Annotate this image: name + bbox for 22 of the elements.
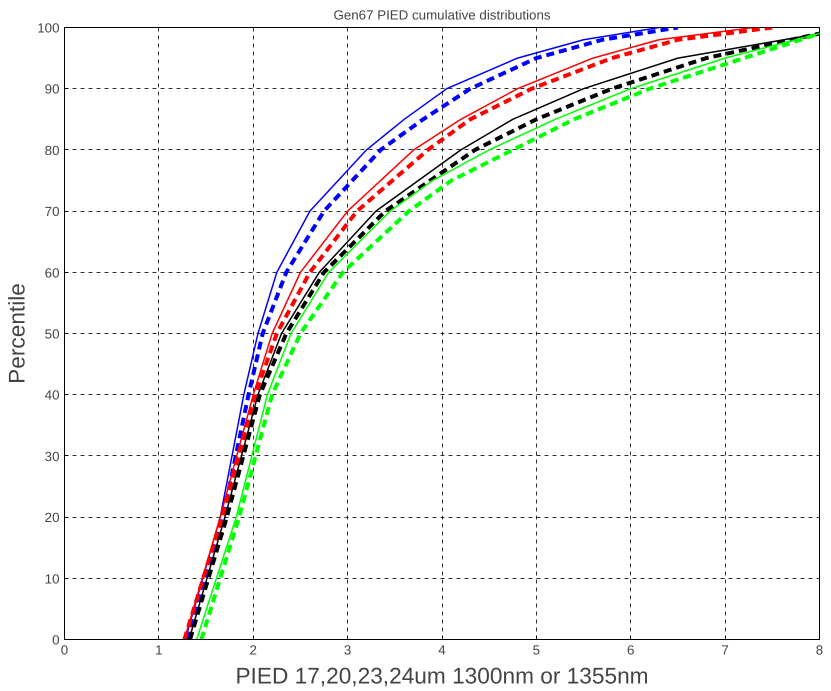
x-tick-label: 3 — [344, 642, 352, 658]
y-axis-title: Percentile — [3, 283, 30, 384]
y-tick-label: 50 — [44, 326, 60, 342]
y-tick-label: 10 — [44, 571, 60, 586]
y-tick-label: 90 — [44, 82, 60, 97]
y-tick-label: 100 — [37, 20, 60, 36]
x-tick-label: 4 — [438, 642, 446, 658]
x-tick-label: 8 — [816, 642, 824, 658]
x-tick-label: 6 — [627, 642, 634, 658]
y-tick-label: 20 — [44, 510, 60, 526]
y-tick-label: 80 — [44, 142, 60, 158]
y-tick-label: 70 — [44, 204, 60, 220]
x-tick-label: 1 — [155, 642, 163, 658]
y-tick-label: 60 — [44, 265, 60, 280]
x-axis-title: PIED 17,20,23,24um 1300nm or 1355nm — [235, 662, 649, 688]
y-tick-label: 40 — [44, 388, 60, 403]
x-tick-label: 2 — [250, 642, 257, 658]
chart-title: Gen67 PIED cumulative distributions — [333, 8, 551, 22]
x-tick-label: 5 — [532, 642, 540, 658]
x-tick-label: 7 — [721, 642, 729, 658]
y-tick-label: 0 — [52, 632, 60, 648]
y-tick-label: 30 — [44, 448, 60, 464]
